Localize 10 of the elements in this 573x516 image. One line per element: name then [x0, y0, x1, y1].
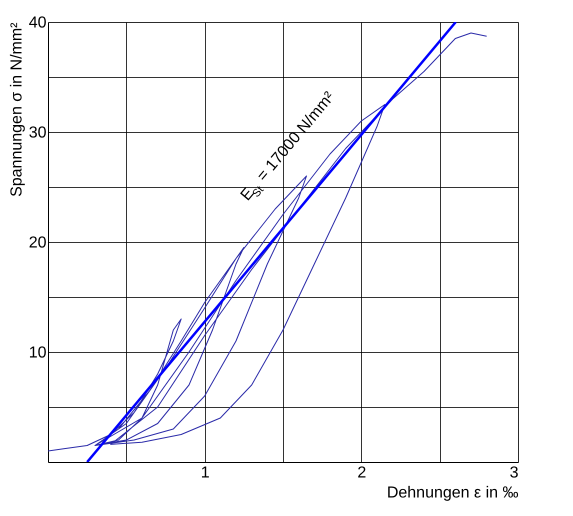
y-tick-label: 30: [28, 124, 47, 142]
y-tick-label: 20: [28, 234, 47, 252]
x-axis-title: Dehnungen ε in ‰: [386, 484, 518, 502]
x-tick-label: 2: [357, 464, 366, 482]
x-tick-label: 1: [200, 464, 210, 482]
y-axis-title: Spannungen σ in N/mm²: [8, 22, 26, 197]
x-tick-label: 3: [510, 464, 519, 482]
line-series: [48, 32, 488, 452]
y-tick-label: 40: [28, 14, 47, 32]
y-tick-label: 10: [28, 344, 47, 362]
